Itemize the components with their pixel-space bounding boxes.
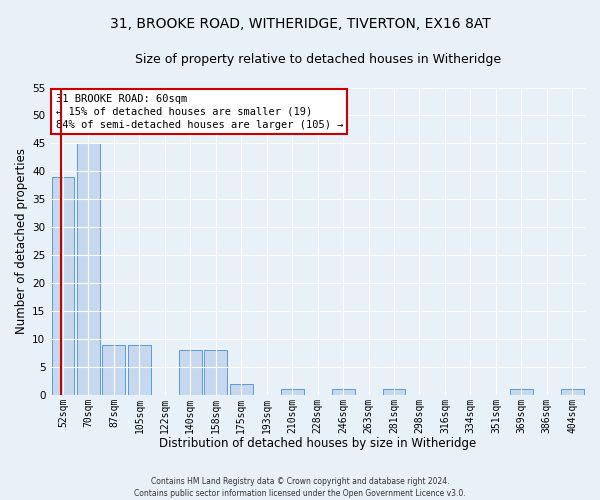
X-axis label: Distribution of detached houses by size in Witheridge: Distribution of detached houses by size … bbox=[159, 437, 476, 450]
Text: Contains HM Land Registry data © Crown copyright and database right 2024.
Contai: Contains HM Land Registry data © Crown c… bbox=[134, 476, 466, 498]
Bar bbox=[383, 389, 406, 395]
Bar bbox=[179, 350, 202, 395]
Bar bbox=[281, 389, 304, 395]
Bar bbox=[332, 389, 355, 395]
Bar bbox=[510, 389, 533, 395]
Text: 31, BROOKE ROAD, WITHERIDGE, TIVERTON, EX16 8AT: 31, BROOKE ROAD, WITHERIDGE, TIVERTON, E… bbox=[110, 18, 490, 32]
Bar bbox=[128, 344, 151, 395]
Bar bbox=[230, 384, 253, 395]
Bar bbox=[561, 389, 584, 395]
Text: 31 BROOKE ROAD: 60sqm
← 15% of detached houses are smaller (19)
84% of semi-deta: 31 BROOKE ROAD: 60sqm ← 15% of detached … bbox=[56, 94, 343, 130]
Bar bbox=[52, 177, 74, 395]
Bar bbox=[77, 144, 100, 395]
Y-axis label: Number of detached properties: Number of detached properties bbox=[15, 148, 28, 334]
Title: Size of property relative to detached houses in Witheridge: Size of property relative to detached ho… bbox=[134, 52, 501, 66]
Bar bbox=[205, 350, 227, 395]
Bar bbox=[103, 344, 125, 395]
